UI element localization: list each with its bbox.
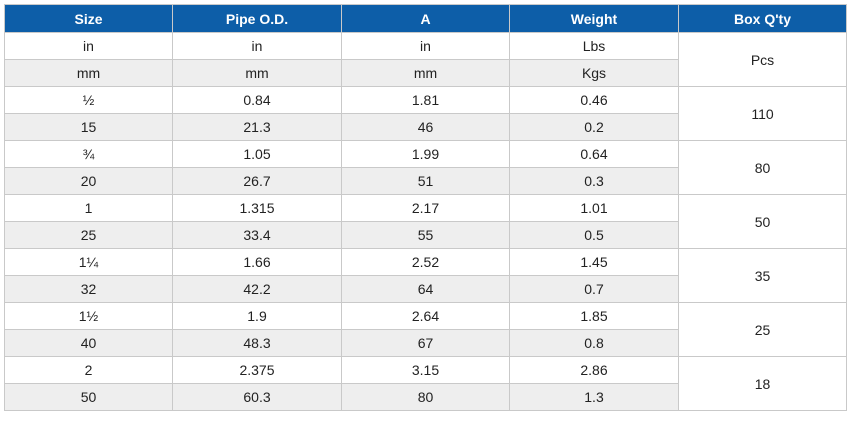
pipe-od-cell: 60.3 bbox=[172, 383, 342, 411]
table-row-metric: 20 26.7 51 0.3 bbox=[4, 167, 847, 195]
pipe-od-cell: 42.2 bbox=[172, 275, 342, 303]
spec-table-container: Size Pipe O.D. A Weight Box Q'ty in in i… bbox=[4, 4, 847, 411]
a-cell: 2.17 bbox=[341, 194, 510, 222]
box-qty-cell: 80 bbox=[678, 140, 847, 195]
weight-cell: 0.8 bbox=[509, 329, 679, 357]
header-size: Size bbox=[4, 4, 173, 33]
box-qty-cell: 50 bbox=[678, 194, 847, 249]
pipe-od-cell: 21.3 bbox=[172, 113, 342, 141]
unit-cell: Kgs bbox=[509, 59, 679, 87]
size-cell: ½ bbox=[4, 86, 173, 114]
unit-cell: mm bbox=[172, 59, 342, 87]
unit-row-imperial: in in in Lbs Pcs bbox=[4, 32, 847, 87]
pipe-od-cell: 1.315 bbox=[172, 194, 342, 222]
a-cell: 1.81 bbox=[341, 86, 510, 114]
table-row-imperial: 2 2.375 3.15 2.86 18 bbox=[4, 356, 847, 411]
box-qty-cell: 110 bbox=[678, 86, 847, 141]
pipe-od-cell: 2.375 bbox=[172, 356, 342, 384]
size-cell: 20 bbox=[4, 167, 173, 195]
weight-cell: 2.86 bbox=[509, 356, 679, 384]
size-cell: 1 bbox=[4, 194, 173, 222]
table-row-metric: 50 60.3 80 1.3 bbox=[4, 383, 847, 411]
pipe-od-cell: 1.05 bbox=[172, 140, 342, 168]
pipe-od-cell: 1.66 bbox=[172, 248, 342, 276]
a-cell: 2.52 bbox=[341, 248, 510, 276]
pipe-od-cell: 48.3 bbox=[172, 329, 342, 357]
size-cell: 32 bbox=[4, 275, 173, 303]
table-row-imperial: 1½ 1.9 2.64 1.85 25 bbox=[4, 302, 847, 357]
pipe-spec-table: Size Pipe O.D. A Weight Box Q'ty in in i… bbox=[4, 4, 847, 411]
a-cell: 64 bbox=[341, 275, 510, 303]
table-row-imperial: ½ 0.84 1.81 0.46 110 bbox=[4, 86, 847, 141]
size-cell: 2 bbox=[4, 356, 173, 384]
size-cell: 40 bbox=[4, 329, 173, 357]
a-cell: 67 bbox=[341, 329, 510, 357]
box-qty-cell: 25 bbox=[678, 302, 847, 357]
weight-cell: 1.3 bbox=[509, 383, 679, 411]
table-row-imperial: 1¼ 1.66 2.52 1.45 35 bbox=[4, 248, 847, 303]
a-cell: 55 bbox=[341, 221, 510, 249]
size-cell: 15 bbox=[4, 113, 173, 141]
header-box-qty: Box Q'ty bbox=[678, 4, 847, 33]
table-row-imperial: ¾ 1.05 1.99 0.64 80 bbox=[4, 140, 847, 195]
weight-cell: 1.45 bbox=[509, 248, 679, 276]
unit-cell: in bbox=[341, 32, 510, 60]
weight-cell: 1.01 bbox=[509, 194, 679, 222]
size-cell: 50 bbox=[4, 383, 173, 411]
pipe-od-cell: 26.7 bbox=[172, 167, 342, 195]
pipe-od-cell: 0.84 bbox=[172, 86, 342, 114]
pipe-od-cell: 1.9 bbox=[172, 302, 342, 330]
weight-cell: 0.64 bbox=[509, 140, 679, 168]
box-qty-cell: 35 bbox=[678, 248, 847, 303]
pipe-od-cell: 33.4 bbox=[172, 221, 342, 249]
unit-cell: in bbox=[4, 32, 173, 60]
a-cell: 46 bbox=[341, 113, 510, 141]
weight-cell: 0.46 bbox=[509, 86, 679, 114]
box-qty-cell: 18 bbox=[678, 356, 847, 411]
header-row: Size Pipe O.D. A Weight Box Q'ty bbox=[4, 4, 847, 33]
unit-cell: in bbox=[172, 32, 342, 60]
size-cell: ¾ bbox=[4, 140, 173, 168]
size-cell: 25 bbox=[4, 221, 173, 249]
size-cell: 1¼ bbox=[4, 248, 173, 276]
weight-cell: 0.3 bbox=[509, 167, 679, 195]
a-cell: 51 bbox=[341, 167, 510, 195]
table-row-imperial: 1 1.315 2.17 1.01 50 bbox=[4, 194, 847, 249]
weight-cell: 0.2 bbox=[509, 113, 679, 141]
weight-cell: 0.5 bbox=[509, 221, 679, 249]
table-row-metric: 40 48.3 67 0.8 bbox=[4, 329, 847, 357]
unit-cell: Lbs bbox=[509, 32, 679, 60]
header-a: A bbox=[341, 4, 510, 33]
size-cell: 1½ bbox=[4, 302, 173, 330]
table-row-metric: 15 21.3 46 0.2 bbox=[4, 113, 847, 141]
unit-cell: mm bbox=[4, 59, 173, 87]
table-row-metric: 25 33.4 55 0.5 bbox=[4, 221, 847, 249]
unit-row-metric: mm mm mm Kgs bbox=[4, 59, 847, 87]
unit-cell: mm bbox=[341, 59, 510, 87]
header-weight: Weight bbox=[509, 4, 679, 33]
weight-cell: 0.7 bbox=[509, 275, 679, 303]
a-cell: 2.64 bbox=[341, 302, 510, 330]
table-body: in in in Lbs Pcs mm mm mm Kgs ½ 0.84 1.81 0… bbox=[4, 32, 847, 411]
a-cell: 1.99 bbox=[341, 140, 510, 168]
weight-cell: 1.85 bbox=[509, 302, 679, 330]
header-pipe-od: Pipe O.D. bbox=[172, 4, 342, 33]
a-cell: 3.15 bbox=[341, 356, 510, 384]
unit-box-cell: Pcs bbox=[678, 32, 847, 87]
a-cell: 80 bbox=[341, 383, 510, 411]
